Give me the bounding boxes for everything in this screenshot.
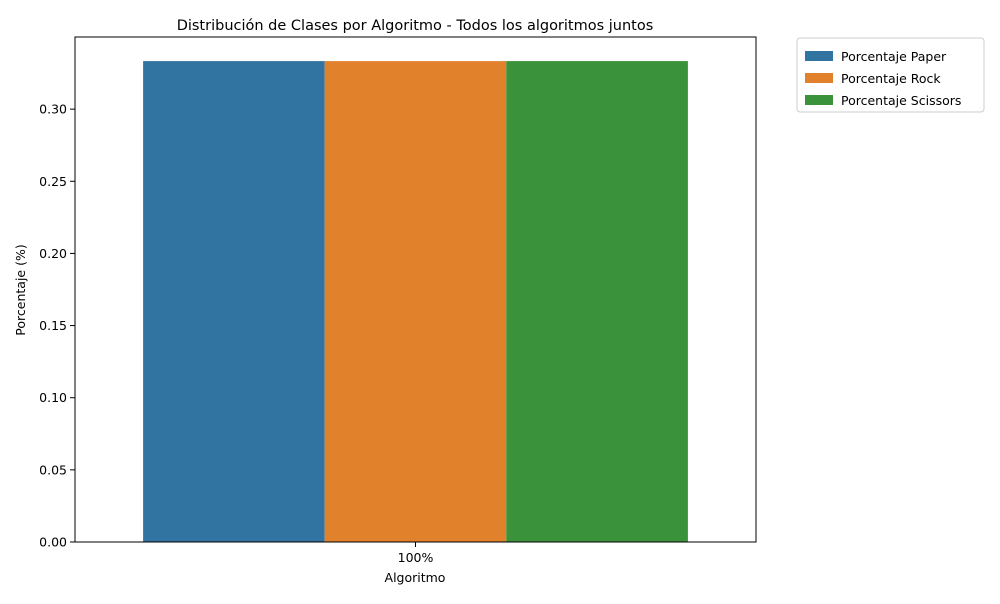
- bars-group: [143, 61, 688, 543]
- y-tick-label: 0.15: [39, 318, 67, 333]
- y-tick-label: 0.00: [39, 535, 67, 550]
- y-tick-label: 0.25: [39, 174, 67, 189]
- legend-label: Porcentaje Scissors: [841, 93, 961, 108]
- legend-label: Porcentaje Rock: [841, 71, 941, 86]
- y-tick-label: 0.05: [39, 462, 67, 477]
- bar-porcentaje-rock: [324, 61, 507, 543]
- x-tick-label: 100%: [398, 550, 434, 565]
- y-tick-label: 0.10: [39, 390, 67, 405]
- plot-frame: [74, 36, 757, 543]
- legend-label: Porcentaje Paper: [841, 49, 947, 64]
- bar-porcentaje-scissors: [506, 61, 688, 543]
- legend: Porcentaje Paper Porcentaje Rock Porcentaj…: [796, 37, 985, 113]
- y-tick-label: 0.20: [39, 246, 67, 261]
- bar-porcentaje-paper: [143, 61, 325, 543]
- x-axis-label: Algoritmo: [385, 570, 446, 585]
- x-axis: 100%: [398, 542, 434, 565]
- legend-swatch: [805, 73, 833, 83]
- legend-swatch: [805, 51, 833, 61]
- y-axis-label: Porcentaje (%): [13, 244, 28, 335]
- y-tick-label: 0.30: [39, 102, 67, 117]
- legend-box: [796, 37, 985, 113]
- chart-title: Distribución de Clases por Algoritmo - T…: [177, 18, 654, 34]
- legend-swatch: [805, 95, 833, 105]
- y-axis: 0.00 0.05 0.10 0.15 0.20 0.25 0.30: [39, 102, 75, 550]
